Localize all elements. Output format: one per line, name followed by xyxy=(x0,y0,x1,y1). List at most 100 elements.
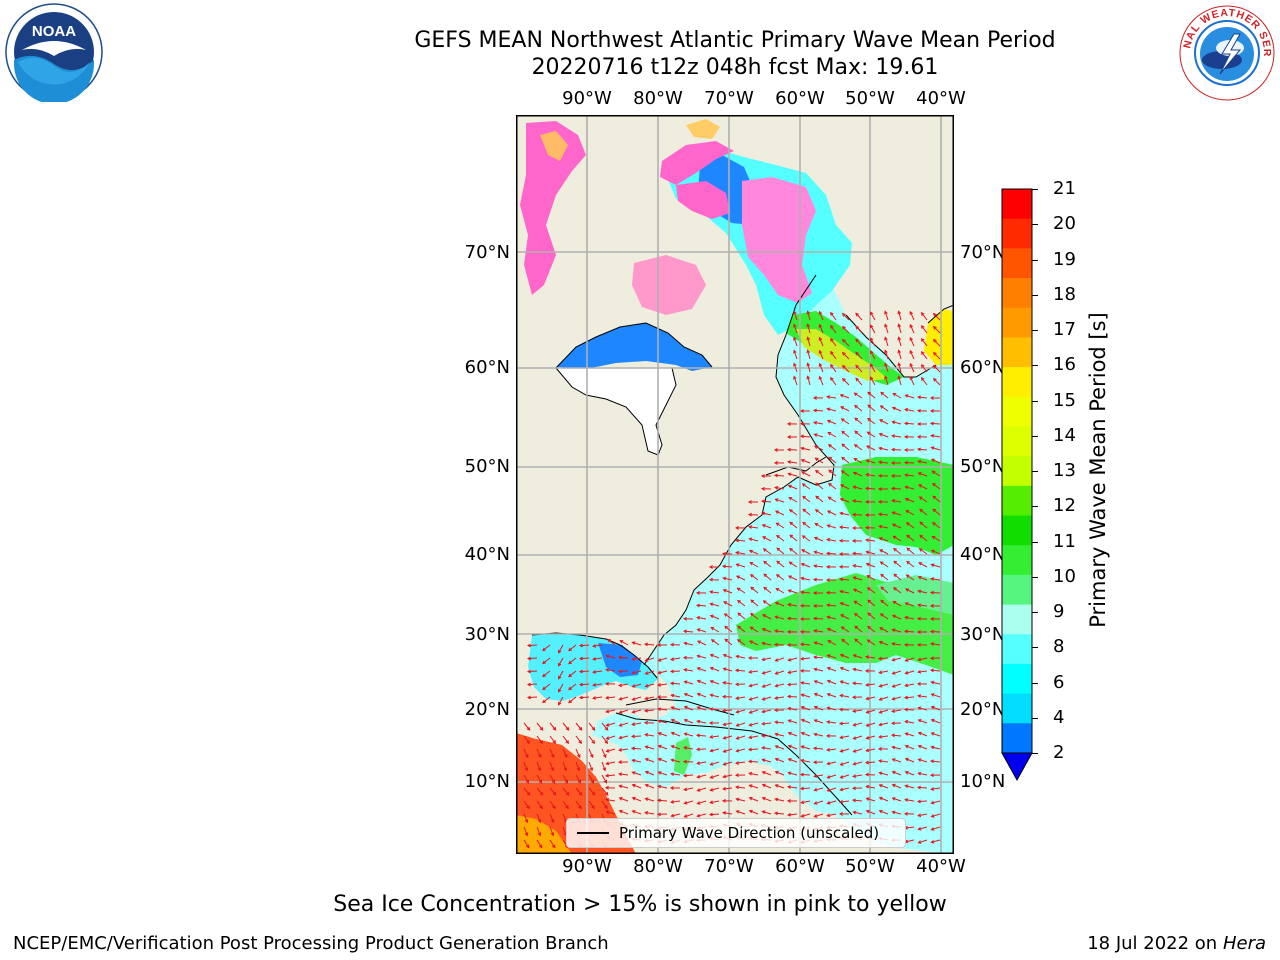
wave-arrow xyxy=(710,667,720,672)
wave-arrow-head xyxy=(891,511,896,515)
wave-arrow xyxy=(905,394,915,399)
wave-arrow-head xyxy=(839,749,844,753)
colorbar-segment xyxy=(1002,604,1032,635)
wave-arrow-head xyxy=(917,603,921,608)
wave-arrow xyxy=(866,683,876,686)
wave-arrow-head xyxy=(903,460,908,465)
wave-arrow-head xyxy=(909,310,914,315)
wave-arrow xyxy=(909,311,915,321)
wave-arrow-head xyxy=(761,684,766,688)
wave-arrow-head xyxy=(776,560,781,565)
wave-arrow xyxy=(789,548,798,555)
wave-arrow xyxy=(893,587,902,594)
wave-arrow xyxy=(762,642,772,646)
map-title: GEFS MEAN Northwest Atlantic Primary Wav… xyxy=(414,28,1056,53)
wave-arrow xyxy=(866,551,876,555)
wave-arrow-head xyxy=(774,797,779,802)
wave-arrow xyxy=(801,732,811,737)
wave-arrow-head xyxy=(526,695,532,700)
wave-arrow xyxy=(892,393,902,399)
wave-arrow-head xyxy=(618,809,623,814)
wave-arrow-head xyxy=(839,775,844,779)
wave-arrow-head xyxy=(630,746,636,751)
wave-arrow-head xyxy=(851,551,856,556)
wave-arrow-head xyxy=(787,484,792,489)
wave-arrow-head xyxy=(749,626,754,631)
wave-arrow xyxy=(601,735,608,744)
wave-arrow xyxy=(632,696,642,701)
wave-arrow xyxy=(762,810,772,815)
wave-arrow-head xyxy=(903,695,909,700)
wave-arrow xyxy=(918,826,928,830)
wave-arrow-head xyxy=(855,338,859,343)
wave-arrow-head xyxy=(855,364,859,369)
wave-arrow xyxy=(724,613,733,620)
wave-arrow xyxy=(697,720,707,724)
wave-arrow-head xyxy=(812,616,817,621)
wave-arrow-head xyxy=(721,708,726,713)
wave-arrow xyxy=(839,578,850,581)
wave-arrow-head xyxy=(763,560,767,565)
wave-arrow xyxy=(815,457,824,464)
wave-arrow xyxy=(762,683,772,688)
wave-arrow xyxy=(644,709,655,712)
wave-arrow-head xyxy=(799,409,804,413)
colorbar-tick-mark xyxy=(1032,259,1038,261)
wave-arrow-head xyxy=(904,683,909,688)
wave-arrow xyxy=(801,682,811,685)
wave-arrow xyxy=(932,508,941,516)
wave-arrow xyxy=(828,456,837,464)
wave-arrow xyxy=(893,548,902,555)
wave-arrow xyxy=(813,747,824,750)
wave-arrow xyxy=(536,774,542,784)
wave-arrow-head xyxy=(865,682,870,687)
wave-arrow xyxy=(892,500,902,503)
wave-arrow-head xyxy=(551,779,555,784)
wave-arrow-head xyxy=(644,658,649,662)
wave-arrow xyxy=(588,800,595,809)
wave-arrow-head xyxy=(749,574,754,578)
wave-arrow xyxy=(523,813,528,823)
wave-arrow-head xyxy=(865,459,870,463)
wave-arrow xyxy=(723,601,733,607)
wave-arrow xyxy=(724,626,733,633)
wave-arrow-head xyxy=(525,754,529,759)
wave-arrow-head xyxy=(855,351,859,356)
wave-arrow-head xyxy=(800,446,805,451)
wave-arrow-head xyxy=(904,719,909,724)
wave-arrow xyxy=(775,784,785,789)
wave-arrow xyxy=(918,590,928,594)
wave-arrow-head xyxy=(878,670,883,675)
wave-arrow xyxy=(549,761,554,771)
wave-arrow xyxy=(840,735,850,739)
wave-arrow-head xyxy=(893,573,898,578)
wave-arrow xyxy=(904,696,915,699)
wave-arrow xyxy=(619,735,629,739)
wave-arrow-head xyxy=(802,495,806,500)
wave-arrow xyxy=(841,457,850,464)
wave-arrow xyxy=(736,810,746,815)
wave-arrow-head xyxy=(775,587,780,592)
wave-arrow xyxy=(931,839,941,843)
wave-arrow xyxy=(867,587,876,594)
wave-arrow xyxy=(750,599,759,607)
wave-arrow-head xyxy=(877,747,882,751)
wave-arrow-head xyxy=(656,643,661,647)
wave-arrow-head xyxy=(839,525,843,530)
wave-arrow xyxy=(606,799,616,802)
wave-arrow xyxy=(905,732,915,737)
wave-arrow-head xyxy=(909,336,914,341)
wave-arrow-head xyxy=(564,754,568,759)
wave-arrow-head xyxy=(813,550,818,555)
wave-arrow-head xyxy=(735,736,740,740)
wave-arrow xyxy=(762,747,772,750)
wave-arrow xyxy=(879,709,889,714)
wave-arrow-head xyxy=(851,798,856,803)
wave-arrow xyxy=(749,670,759,673)
wave-arrow-head xyxy=(557,688,562,693)
wave-arrow-head xyxy=(786,694,791,699)
wave-arrow-head xyxy=(787,706,792,711)
wave-arrow xyxy=(905,720,915,724)
wave-arrow-head xyxy=(878,460,882,465)
wave-arrow xyxy=(814,719,824,724)
